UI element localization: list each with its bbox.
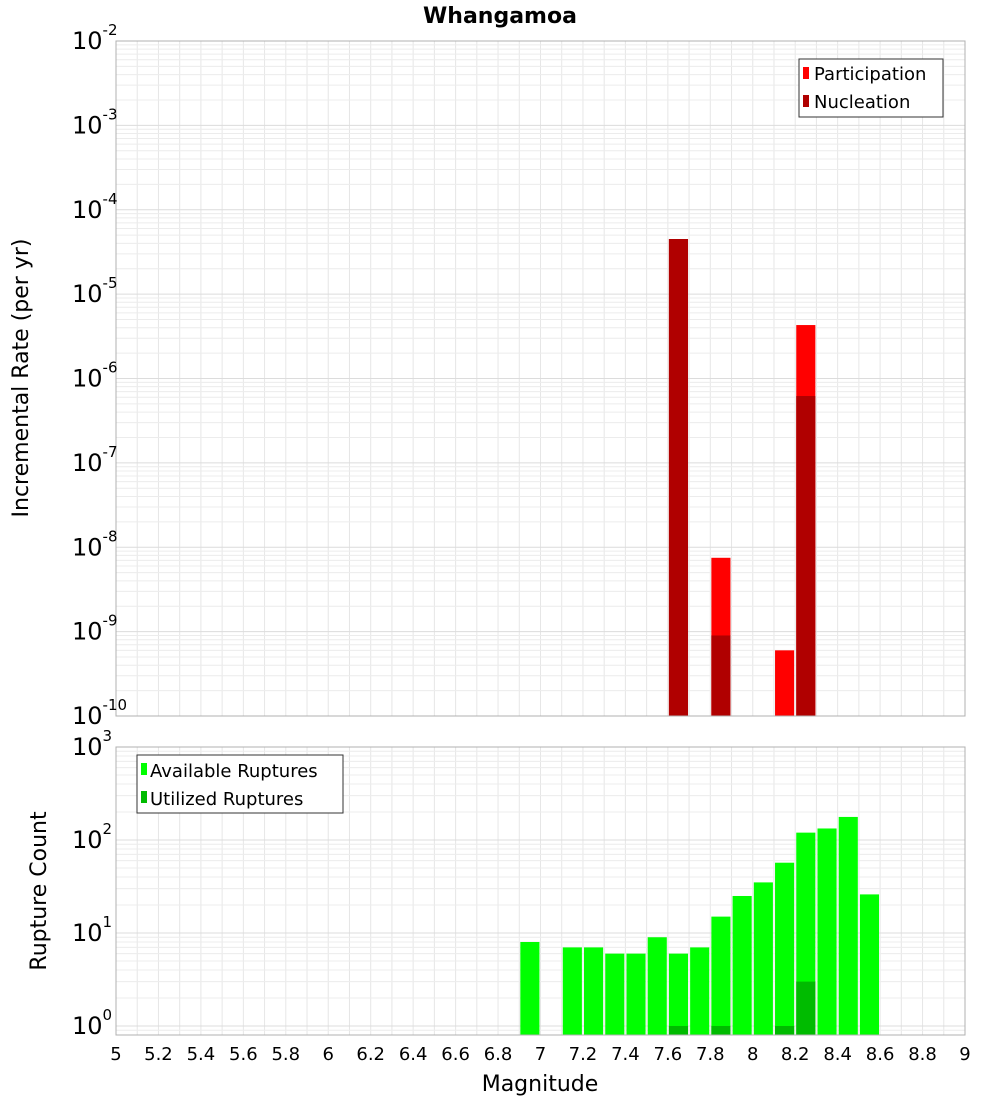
legend-swatch-available <box>141 763 147 775</box>
count-y-axis-label: Rupture Count <box>27 811 52 971</box>
x-tick-label: 7.4 <box>611 1044 640 1065</box>
bar-participation-8-15 <box>775 650 795 716</box>
rate-y-tick-label: 10-8 <box>72 527 118 561</box>
rate-y-tick-labels: 10-10 10-9 10-8 10-7 10-6 10-5 10-4 10-3 10-2 <box>72 21 127 730</box>
x-tick-label: 7.6 <box>654 1044 683 1065</box>
bar-utilized-ruptures-7-65 <box>668 1025 689 1035</box>
bar-nucleation-7-85 <box>711 635 731 716</box>
x-tick-label: 6.6 <box>441 1044 470 1065</box>
x-tick-label: 6.4 <box>399 1044 428 1065</box>
count-y-tick-label: 103 <box>72 727 112 761</box>
x-tick-label: 5.4 <box>187 1044 216 1065</box>
rate-plot-frame <box>115 40 966 717</box>
x-tick-label: 7.8 <box>696 1044 725 1065</box>
x-tick-label: 7 <box>535 1044 546 1065</box>
x-tick-label: 9 <box>959 1044 970 1065</box>
count-y-tick-label: 100 <box>72 1006 112 1040</box>
rate-y-axis-label: Incremental Rate (per yr) <box>9 239 34 518</box>
x-tick-label: 8 <box>747 1044 758 1065</box>
bar-utilized-ruptures-8-25 <box>796 981 816 1035</box>
x-tick-label: 8.4 <box>823 1044 852 1065</box>
x-tick-label: 8.8 <box>908 1044 937 1065</box>
bar-nucleation-7-65 <box>668 239 689 716</box>
rate-y-tick-label: 10-5 <box>72 274 118 308</box>
x-tick-labels: 5 5.2 5.4 5.6 5.8 6 6.2 6.4 6.6 6.8 7 7.2 7.4 7.6 7.8 8… <box>110 1044 970 1065</box>
legend-swatch-nucleation <box>803 95 809 107</box>
chart-title: Whangamoa <box>423 4 577 29</box>
x-tick-label: 8.6 <box>866 1044 895 1065</box>
count-y-tick-label: 102 <box>72 820 112 854</box>
legend-swatch-participation <box>803 67 809 79</box>
bar-available-ruptures-7-35 <box>605 953 625 1035</box>
bar-available-ruptures-8-05 <box>753 882 773 1035</box>
x-tick-label: 8.2 <box>781 1044 810 1065</box>
bar-available-ruptures-7-75 <box>690 947 710 1035</box>
count-plot-frame <box>115 746 966 1036</box>
bar-available-ruptures-8-15 <box>775 862 795 1035</box>
x-axis-label: Magnitude <box>482 1072 599 1097</box>
x-tick-label: 6.8 <box>484 1044 513 1065</box>
bar-nucleation-8-25 <box>796 396 816 716</box>
x-tick-label: 5.6 <box>229 1044 258 1065</box>
legend-swatch-utilized <box>141 791 147 803</box>
x-tick-label: 5.8 <box>271 1044 300 1065</box>
bar-available-ruptures-7-95 <box>732 895 752 1035</box>
rate-y-tick-label: 10-4 <box>72 190 118 224</box>
x-tick-label: 6 <box>323 1044 334 1065</box>
legend-label-available: Available Ruptures <box>150 761 318 782</box>
count-y-tick-labels: 100 101 102 103 <box>72 727 112 1040</box>
count-legend: Available Ruptures Utilized Ruptures <box>136 754 344 814</box>
rate-y-tick-label: 10-3 <box>72 105 118 139</box>
x-tick-label: 6.2 <box>356 1044 385 1065</box>
rate-y-tick-label: 10-6 <box>72 359 118 393</box>
legend-label-nucleation: Nucleation <box>814 92 910 113</box>
x-tick-label: 5 <box>110 1044 121 1065</box>
bar-available-ruptures-8-35 <box>817 828 837 1035</box>
bar-available-ruptures-8-55 <box>859 894 880 1035</box>
bar-available-ruptures-7-15 <box>562 947 582 1035</box>
count-bars <box>520 816 880 1035</box>
rate-y-tick-label: 10-7 <box>72 443 118 477</box>
count-legend-box <box>136 754 344 814</box>
bar-available-ruptures-7-45 <box>626 953 646 1035</box>
rate-legend-box <box>798 58 944 118</box>
count-y-tick-label: 101 <box>72 913 112 947</box>
bar-available-ruptures-7-55 <box>647 937 667 1035</box>
rate-legend: Participation Nucleation <box>798 58 944 118</box>
bar-available-ruptures-6-95 <box>520 942 540 1035</box>
rate-panel: 10-10 10-9 10-8 10-7 10-6 10-5 10-4 10-3 10-2 In… <box>9 21 966 730</box>
x-tick-label: 7.2 <box>569 1044 598 1065</box>
bar-utilized-ruptures-8-15 <box>775 1025 795 1035</box>
bar-available-ruptures-8-45 <box>838 816 858 1035</box>
x-tick-label: 5.2 <box>144 1044 173 1065</box>
bar-utilized-ruptures-7-85 <box>711 1025 731 1035</box>
rate-bars <box>668 239 816 716</box>
legend-label-participation: Participation <box>814 64 926 85</box>
rate-y-tick-label: 10-10 <box>72 696 127 730</box>
rate-y-tick-label: 10-2 <box>72 21 118 55</box>
rate-y-tick-label: 10-9 <box>72 612 118 646</box>
bar-available-ruptures-7-25 <box>584 947 604 1035</box>
rate-gridlines <box>116 41 965 716</box>
legend-label-utilized: Utilized Ruptures <box>150 789 303 810</box>
bar-available-ruptures-7-65 <box>668 953 689 1035</box>
count-panel: 100 101 102 103 5 5.2 5.4 5.6 5.8 6 6.2 6.4 6.6 6.8 7… <box>27 727 971 1097</box>
bar-available-ruptures-7-85 <box>711 916 731 1035</box>
